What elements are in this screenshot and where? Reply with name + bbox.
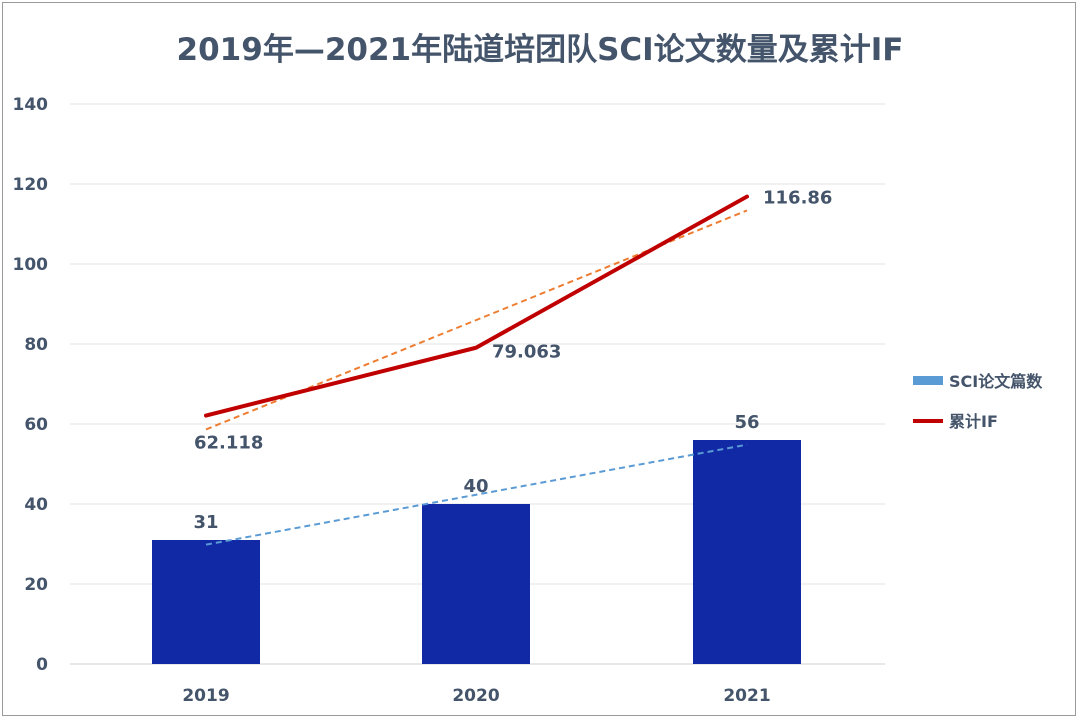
y-axis-ticks: 0 20 40 60 80 100 120 140 [13,95,49,675]
bar-value-label-2019: 31 [193,512,218,533]
legend-swatch-bar [913,376,943,385]
bar-2019 [152,540,260,664]
x-axis-ticks: 2019 2020 2021 [182,686,770,706]
bar-series [152,440,801,664]
if-line [204,194,749,418]
data-labels: 31 40 56 62.118 79.063 116.86 [193,188,832,533]
legend-label-bar: SCI论文篇数 [949,372,1043,391]
if-value-label-2019: 62.118 [194,433,263,454]
if-value-label-2021: 116.86 [763,188,832,209]
x-tick-label-2021: 2021 [723,686,770,706]
y-tick-label-20: 20 [24,575,48,595]
y-tick-label-100: 100 [13,255,49,275]
y-tick-label-40: 40 [24,495,48,515]
line-series [204,194,749,546]
x-tick-label-2019: 2019 [182,686,229,706]
bar-value-label-2020: 40 [463,476,488,497]
bar-value-label-2021: 56 [734,412,759,433]
y-tick-label-80: 80 [24,335,48,355]
if-value-label-2020: 79.063 [492,342,561,363]
if-trendline [205,209,748,431]
x-tick-label-2020: 2020 [452,686,499,706]
legend-label-line: 累计IF [949,412,998,431]
bar-2021 [693,440,801,664]
y-tick-label-60: 60 [24,415,48,435]
y-tick-label-140: 140 [13,95,49,115]
chart-title: 2019年—2021年陆道培团队SCI论文数量及累计IF [177,32,904,68]
y-tick-label-0: 0 [36,655,48,675]
bar-2020 [422,504,530,664]
y-tick-label-120: 120 [13,175,49,195]
bar-trendline [205,443,748,546]
